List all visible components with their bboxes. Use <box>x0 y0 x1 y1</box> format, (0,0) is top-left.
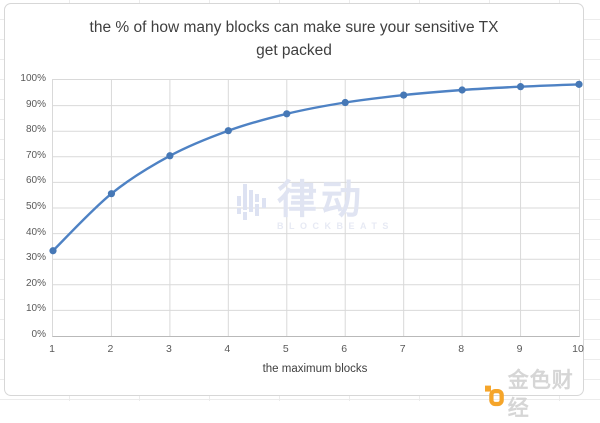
data-point-marker <box>341 98 349 107</box>
x-axis-tick-label: 9 <box>516 343 523 355</box>
y-axis-tick-label: 10% <box>25 303 46 315</box>
x-axis-tick-label: 10 <box>572 343 584 355</box>
y-axis-tick-label: 30% <box>25 252 46 264</box>
chart-frame: the % of how many blocks can make sure y… <box>4 3 584 420</box>
chart-title: the % of how many blocks can make sure y… <box>5 16 583 62</box>
x-axis-tick-label: 1 <box>49 343 55 355</box>
y-axis-tick-label: 70% <box>25 149 46 161</box>
jinse-logo-icon <box>485 385 504 407</box>
x-axis-tick-label: 4 <box>224 343 231 355</box>
site-logo-text: 金色财经 <box>507 369 574 420</box>
x-axis-tick-label: 3 <box>165 343 172 355</box>
y-axis-tick-label: 60% <box>25 175 46 187</box>
plot-area <box>49 79 583 337</box>
line-series-path <box>51 83 581 252</box>
data-point-marker <box>224 127 232 135</box>
y-axis-tick-label: 50% <box>25 201 46 212</box>
chart-title-line-1: the % of how many blocks can make sure y… <box>89 19 499 36</box>
y-axis-tick-label: 90% <box>25 98 46 110</box>
y-axis-tick-label: 80% <box>25 124 46 136</box>
x-axis-title: the maximum blocks <box>262 363 368 375</box>
data-point-marker <box>107 190 116 198</box>
x-axis-tick-label: 6 <box>341 343 348 355</box>
data-point-marker <box>49 247 57 255</box>
x-axis-tick-label: 5 <box>282 343 289 355</box>
data-point-marker <box>458 86 466 94</box>
y-axis-tick-label: 40% <box>25 226 46 238</box>
data-point-marker <box>283 110 291 118</box>
data-point-marker <box>400 91 408 99</box>
x-axis-tick-label: 2 <box>107 343 114 355</box>
x-axis-tick-label: 7 <box>399 343 406 355</box>
site-logo-jinse: 金色财经 <box>485 367 583 423</box>
data-point-marker <box>516 83 525 91</box>
y-axis-tick-label: 20% <box>25 277 46 289</box>
gridlines <box>53 80 579 336</box>
data-point-marker <box>166 152 174 160</box>
line-chart-canvas <box>49 80 583 336</box>
chart-title-line-2: get packed <box>256 42 332 59</box>
x-axis-tick-label: 8 <box>458 343 465 355</box>
y-axis-tick-label: 100% <box>20 73 46 84</box>
data-point-marker <box>575 80 583 88</box>
y-axis-tick-label: 0% <box>31 329 46 340</box>
